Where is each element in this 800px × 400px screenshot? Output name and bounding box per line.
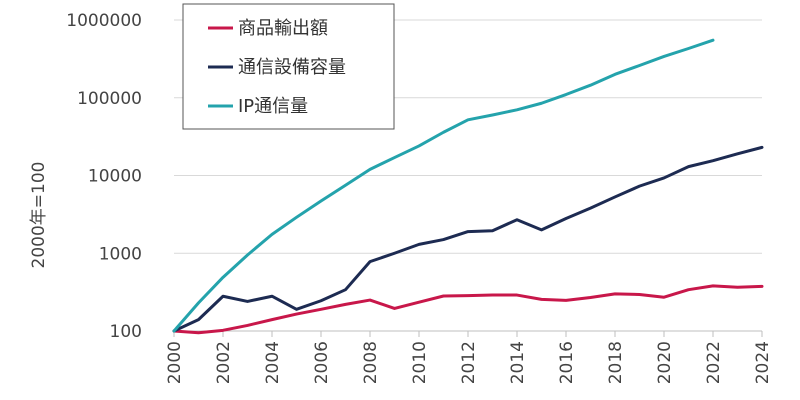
y-axis-label: 2000年=100 (29, 162, 49, 269)
y-tick-label: 1000000 (66, 11, 142, 31)
x-tick-label: 2000 (165, 341, 185, 384)
series-line-3 (172, 38, 715, 333)
y-tick-label: 10000 (88, 167, 142, 187)
x-tick-label: 2010 (410, 341, 430, 384)
series-lines (172, 38, 764, 335)
legend-label: 商品輸出額 (238, 18, 328, 39)
series-line-1 (172, 284, 764, 335)
y-tick-label: 1000 (99, 244, 142, 264)
x-tick-label: 2012 (459, 341, 479, 384)
legend-label: IP通信量 (238, 96, 308, 117)
x-tick-label: 2014 (508, 341, 528, 384)
x-tick-label: 2022 (704, 341, 724, 384)
x-tick-label: 2018 (606, 341, 626, 384)
x-tick-label: 2016 (557, 341, 577, 384)
x-tick-label: 2006 (312, 341, 332, 384)
y-tick-label: 100000 (77, 89, 142, 109)
y-tick-label: 100 (110, 322, 142, 342)
x-tick-label: 2008 (361, 341, 381, 384)
x-tick-label: 2020 (655, 341, 675, 384)
x-tick-label: 2024 (753, 341, 773, 384)
x-tick-label: 2004 (263, 341, 283, 384)
legend-label: 通信設備容量 (238, 57, 346, 78)
series-line-2 (172, 145, 764, 333)
x-tick-label: 2002 (214, 341, 234, 384)
axes: 100 1000 10000 100000 1000000 2000 2002 2004 200… (66, 11, 773, 384)
